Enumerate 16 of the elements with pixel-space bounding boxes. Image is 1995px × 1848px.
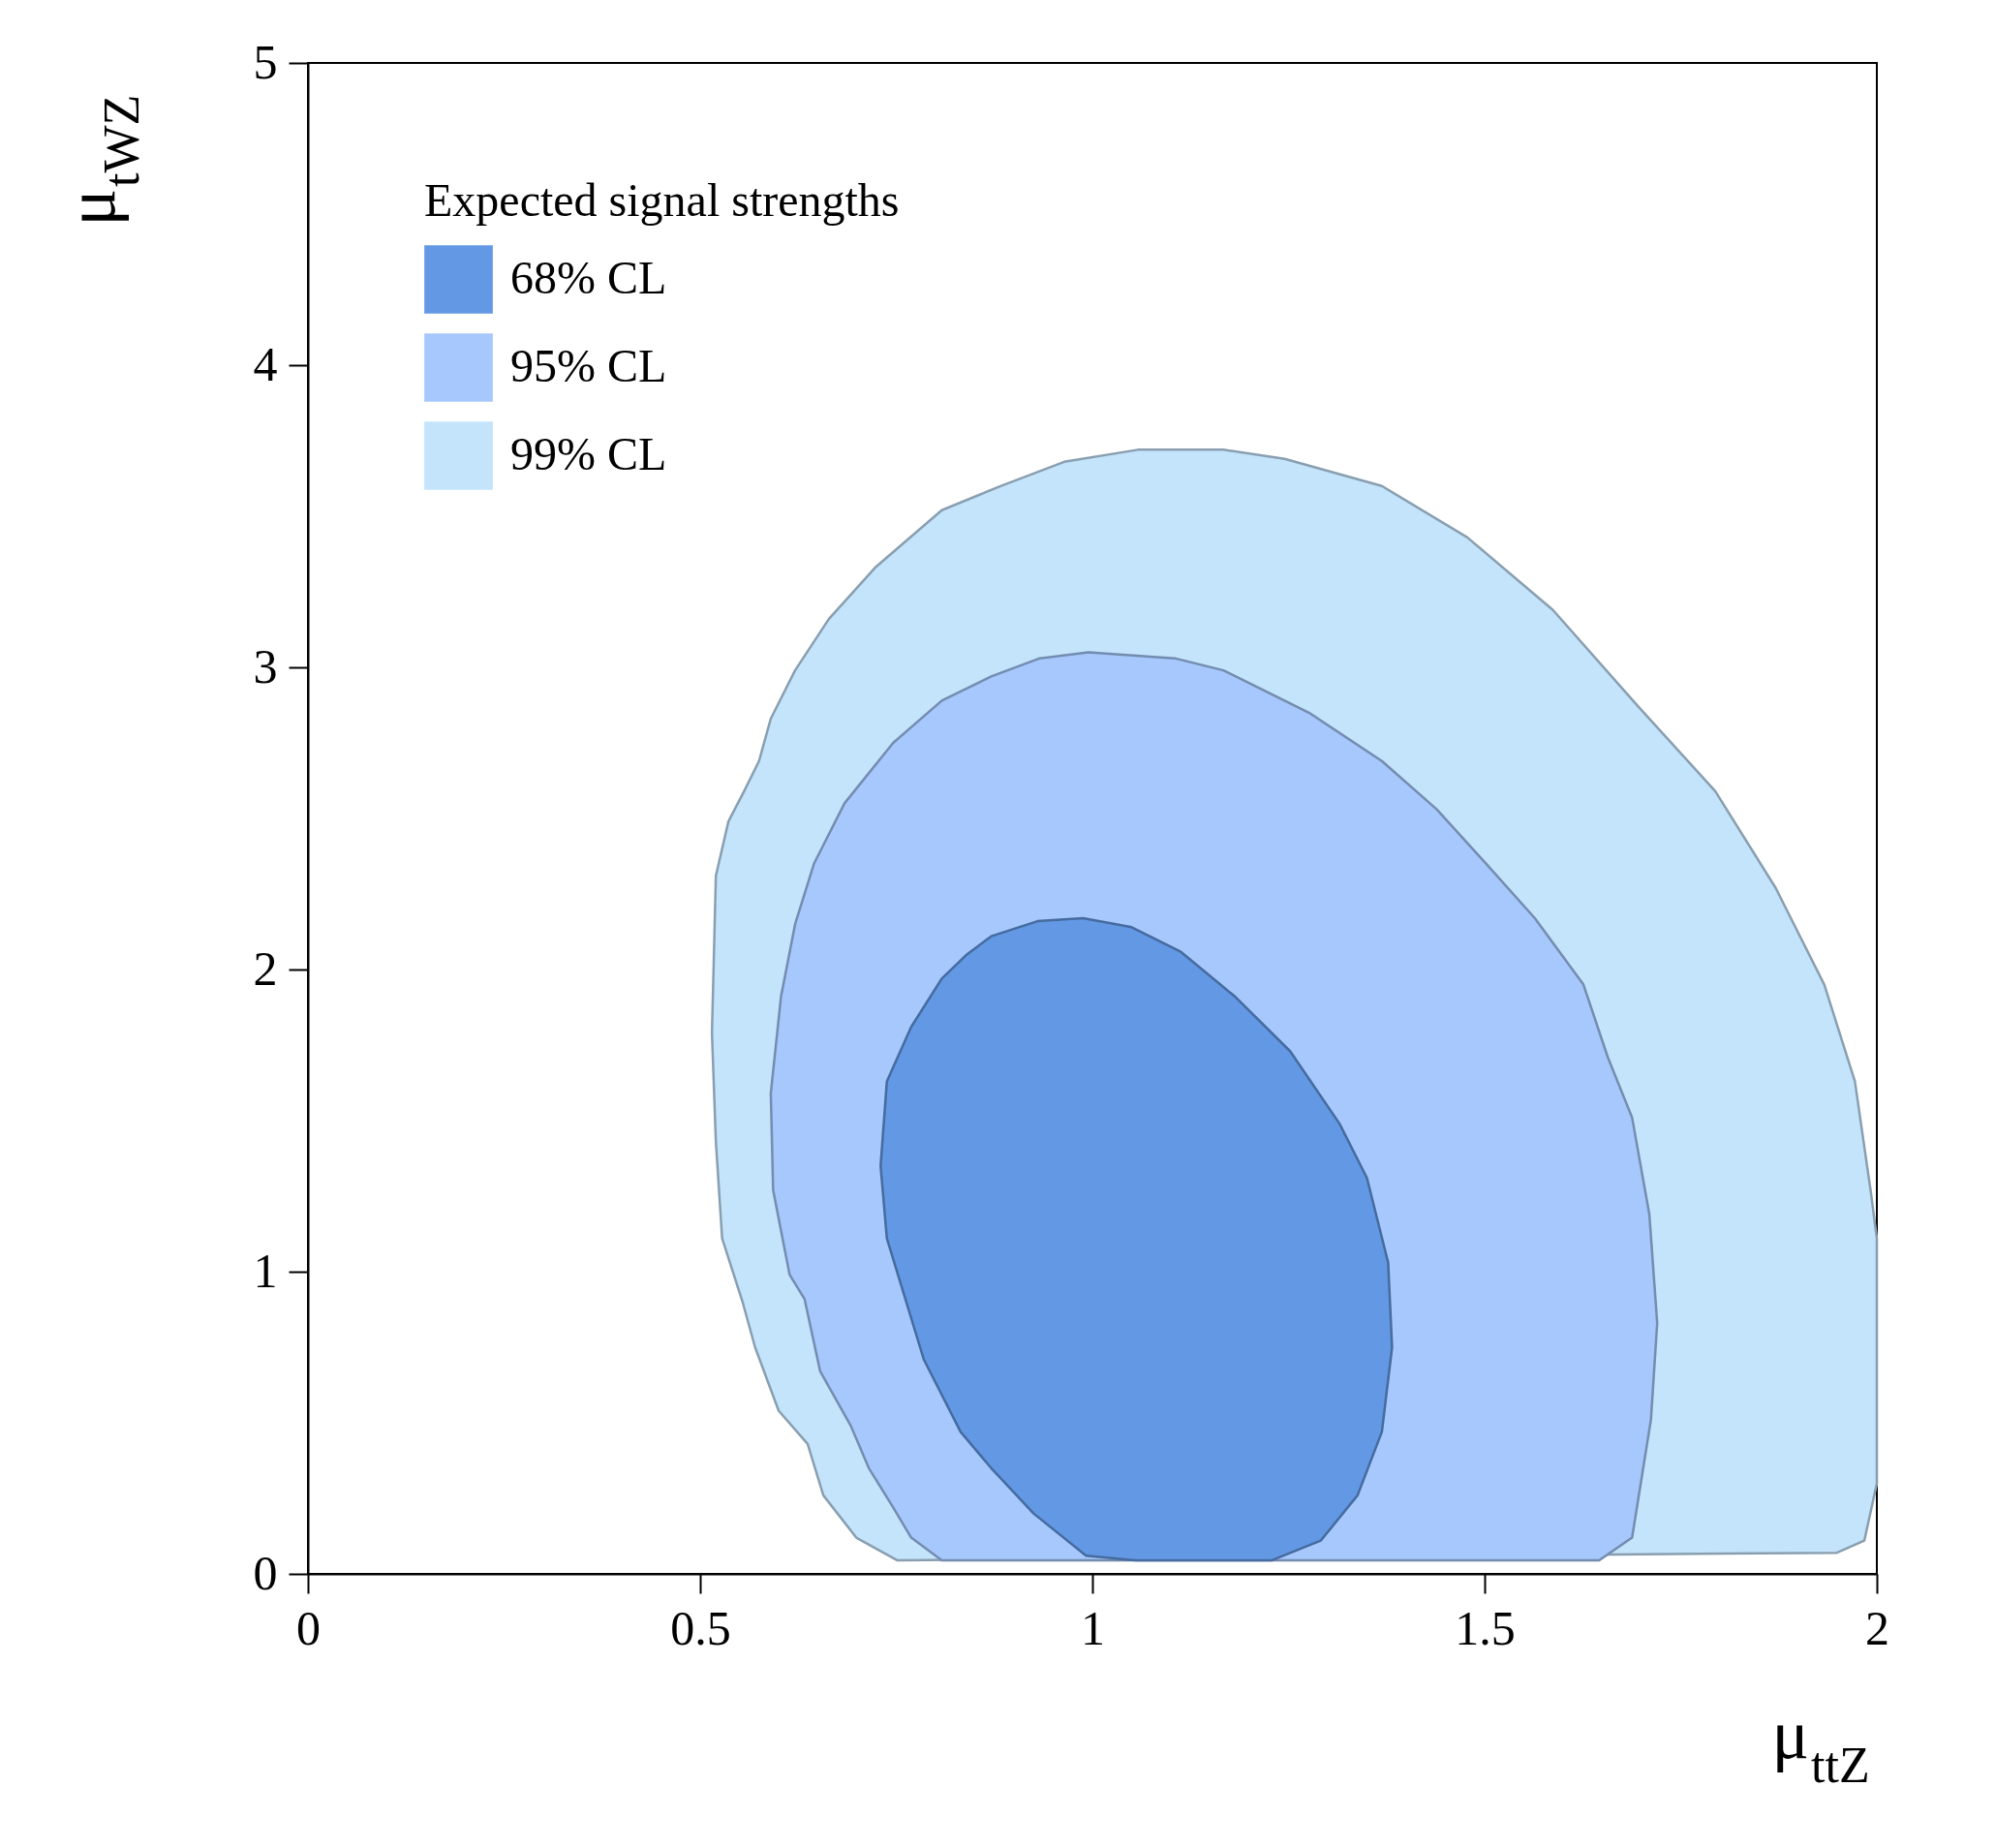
x-tick-label: 1.5 xyxy=(1455,1600,1516,1655)
y-tick-label: 2 xyxy=(253,940,278,996)
x-tick-label: 2 xyxy=(1865,1600,1889,1655)
y-tick-label: 0 xyxy=(253,1545,278,1600)
y-tick-label: 1 xyxy=(253,1243,278,1298)
y-tick-label: 5 xyxy=(253,34,278,89)
y-tick-label: 3 xyxy=(253,638,278,693)
y-tick-label: 4 xyxy=(253,336,278,391)
legend-label: 95% CL xyxy=(510,339,667,391)
legend-label: 68% CL xyxy=(510,251,667,303)
legend-title: Expected signal strengths xyxy=(424,174,900,226)
x-tick-label: 1 xyxy=(1081,1600,1105,1655)
x-tick-label: 0.5 xyxy=(670,1600,731,1655)
x-tick-label: 0 xyxy=(296,1600,321,1655)
legend-label: 99% CL xyxy=(510,427,667,479)
y-axis-title: μtWZ xyxy=(52,94,149,227)
